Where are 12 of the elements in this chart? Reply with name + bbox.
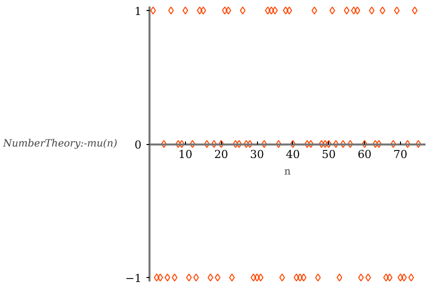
y-tick-label: 1 bbox=[134, 5, 142, 18]
x-tick-label: 10 bbox=[178, 148, 192, 161]
y-tick-label: 0 bbox=[134, 138, 142, 152]
x-tick-label: 50 bbox=[322, 148, 336, 161]
x-tick-label: 40 bbox=[286, 148, 300, 161]
x-axis-title: n bbox=[284, 166, 292, 178]
y-axis-title: NumberTheory:-mu(n) bbox=[2, 138, 118, 150]
x-tick-label: 60 bbox=[358, 148, 372, 161]
x-tick-label: 20 bbox=[214, 148, 228, 161]
y-tick-label: −1 bbox=[125, 272, 142, 283]
x-tick-label: 70 bbox=[393, 148, 408, 161]
x-tick-label: 30 bbox=[250, 148, 264, 161]
